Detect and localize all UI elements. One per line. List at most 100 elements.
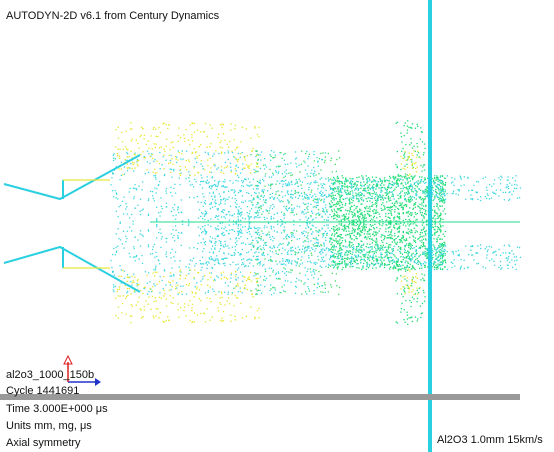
particle: [127, 153, 128, 154]
particle: [345, 209, 346, 210]
particle: [328, 180, 329, 181]
particle: [442, 239, 443, 240]
particle: [364, 217, 365, 218]
particle: [363, 263, 364, 264]
particle: [238, 291, 239, 292]
particle: [411, 190, 412, 191]
particle: [334, 183, 335, 184]
particle: [193, 277, 194, 278]
particle: [150, 135, 151, 136]
particle: [347, 247, 348, 248]
particle: [304, 209, 305, 210]
particle: [121, 132, 122, 133]
particle: [248, 178, 249, 179]
particle: [132, 276, 133, 277]
particle: [340, 234, 341, 235]
particle: [188, 267, 189, 268]
particle: [232, 189, 233, 190]
particle: [310, 173, 311, 174]
particle: [372, 242, 373, 243]
particle: [342, 229, 343, 230]
particle: [248, 193, 249, 194]
particle: [188, 305, 189, 306]
particle: [368, 190, 369, 191]
particle: [439, 201, 440, 202]
particle: [257, 185, 258, 186]
particle: [394, 217, 395, 218]
particle: [295, 293, 296, 294]
particle: [210, 218, 211, 219]
particle: [452, 181, 453, 182]
particle: [170, 187, 171, 188]
particle: [155, 129, 156, 130]
particle: [324, 162, 325, 163]
particle: [270, 197, 271, 198]
particle: [283, 181, 284, 182]
particle: [406, 240, 407, 241]
particle: [204, 230, 205, 231]
particle: [378, 247, 379, 248]
particle: [356, 181, 357, 182]
particle: [271, 218, 272, 219]
particle: [238, 167, 239, 168]
particle: [365, 190, 366, 191]
particle: [369, 238, 370, 239]
particle: [352, 252, 353, 253]
particle: [409, 287, 410, 288]
particle: [425, 246, 426, 247]
particle: [129, 253, 130, 254]
particle: [391, 196, 392, 197]
particle: [409, 214, 410, 215]
particle: [319, 246, 320, 247]
particle: [327, 233, 328, 234]
particle: [353, 178, 354, 179]
particle: [376, 258, 377, 259]
particle: [175, 225, 176, 226]
particle: [337, 267, 338, 268]
particle: [287, 185, 288, 186]
particle: [404, 257, 405, 258]
particle: [381, 256, 382, 257]
particle: [236, 274, 237, 275]
particle: [388, 186, 389, 187]
particle: [173, 256, 174, 257]
particle: [425, 198, 426, 199]
particle: [434, 215, 435, 216]
particle: [214, 280, 215, 281]
particle: [392, 241, 393, 242]
particle: [311, 253, 312, 254]
particle: [398, 209, 399, 210]
particle: [491, 186, 492, 187]
particle: [325, 204, 326, 205]
particle: [154, 244, 155, 245]
particle: [191, 310, 192, 311]
particle: [414, 203, 415, 204]
particle: [396, 123, 397, 124]
particle: [341, 223, 342, 224]
particle: [204, 202, 205, 203]
particle: [443, 193, 444, 194]
particle: [241, 180, 242, 181]
particle: [282, 264, 283, 265]
particle: [407, 211, 408, 212]
particle: [442, 258, 443, 259]
particle: [387, 187, 388, 188]
particle: [402, 158, 403, 159]
particle: [179, 267, 180, 268]
particle: [234, 252, 235, 253]
particle: [139, 147, 140, 148]
particle: [168, 320, 169, 321]
particle: [352, 212, 353, 213]
particle: [496, 190, 497, 191]
particle: [254, 127, 255, 128]
particle: [343, 230, 344, 231]
particle: [407, 253, 408, 254]
particle: [137, 205, 138, 206]
particle: [384, 197, 385, 198]
particle: [350, 184, 351, 185]
particle: [382, 202, 383, 203]
particle: [357, 234, 358, 235]
particle: [332, 273, 333, 274]
particle: [405, 322, 406, 323]
particle: [173, 215, 174, 216]
